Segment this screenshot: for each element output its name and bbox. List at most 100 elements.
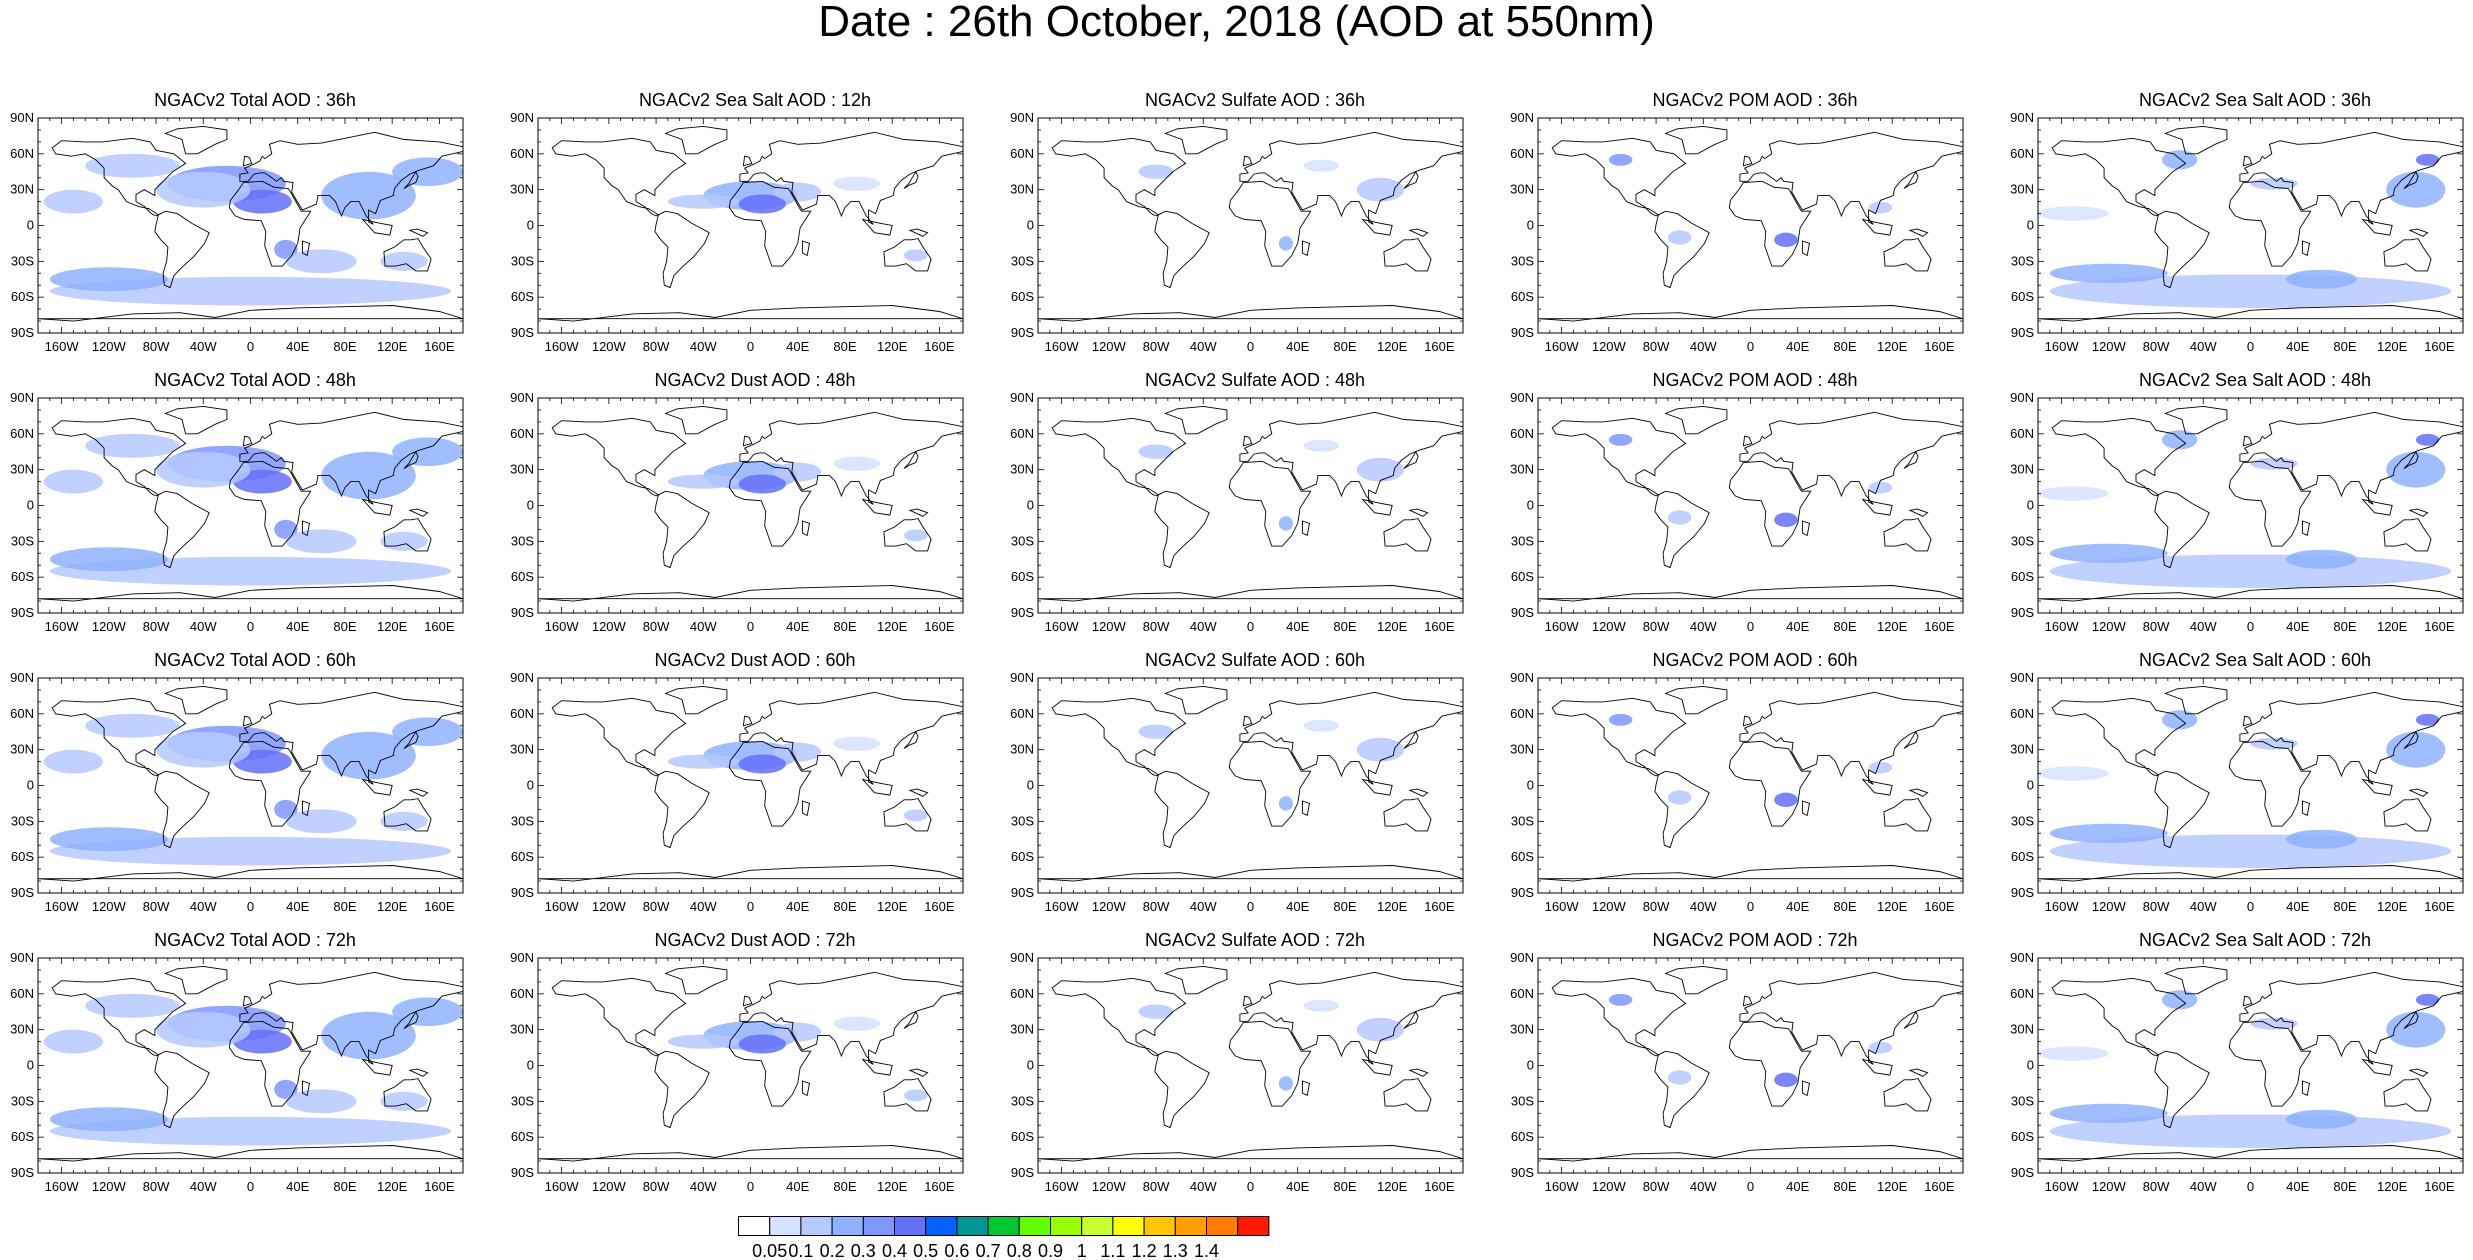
lon-tick-label: 160E xyxy=(1924,339,1955,354)
panel-title: NGACv2 Sulfate AOD : 72h xyxy=(1144,930,1366,950)
coastline xyxy=(728,740,812,827)
lat-tick-label: 30N xyxy=(1010,1022,1034,1037)
coastline xyxy=(2408,228,2429,237)
coastline xyxy=(1242,995,1253,1007)
lon-tick-label: 40W xyxy=(1690,619,1717,634)
lon-tick-label: 0 xyxy=(1747,899,1754,914)
coastline xyxy=(383,238,432,272)
coastline xyxy=(1903,170,1919,189)
coastline xyxy=(1538,865,1963,882)
aod-plume xyxy=(1774,1072,1798,1087)
coastline xyxy=(903,450,919,469)
aod-plume xyxy=(1278,1076,1293,1091)
aod-plume xyxy=(2285,1109,2357,1129)
panel-title: NGACv2 Sulfate AOD : 48h xyxy=(1144,370,1366,390)
coastline xyxy=(2403,170,2419,189)
lon-tick-label: 80E xyxy=(833,1179,856,1194)
lat-tick-label: 60S xyxy=(11,849,34,864)
coastline xyxy=(1301,800,1311,817)
coastline xyxy=(1739,411,1963,505)
lon-tick-label: 160W xyxy=(45,619,80,634)
lat-tick-label: 30N xyxy=(510,742,534,757)
lat-tick-label: 60S xyxy=(1511,289,1534,304)
coastline xyxy=(2228,180,2312,267)
lat-tick-label: 30S xyxy=(1011,253,1034,268)
lon-tick-label: 80E xyxy=(1833,899,1856,914)
lat-tick-label: 30S xyxy=(1511,253,1534,268)
coastline xyxy=(1664,685,1728,715)
lat-tick-label: 30N xyxy=(1010,462,1034,477)
aod-plume xyxy=(2250,177,2298,190)
coastline xyxy=(1383,518,1432,552)
coastline xyxy=(1861,218,1893,236)
lon-tick-label: 160E xyxy=(424,899,455,914)
aod-plume xyxy=(1303,159,1340,172)
lat-tick-label: 90N xyxy=(10,670,34,685)
map-panel: NGACv2 Sea Salt AOD : 72h 90N 60N 30N 0 30S 60… xyxy=(2000,930,2473,1194)
map-background xyxy=(1038,678,1463,893)
coastline xyxy=(51,977,187,1057)
lat-tick-label: 30S xyxy=(511,253,534,268)
lon-tick-label: 120W xyxy=(92,1179,127,1194)
aod-plume xyxy=(380,531,428,551)
lon-tick-label: 40E xyxy=(1286,619,1309,634)
coastline xyxy=(728,1020,812,1107)
lat-tick-label: 0 xyxy=(527,498,534,513)
aod-plume xyxy=(285,809,357,834)
colorbar-label: 0.8 xyxy=(1007,1241,1032,1260)
aod-plume xyxy=(392,717,463,747)
lat-tick-label: 90N xyxy=(10,390,34,405)
lon-tick-label: 120E xyxy=(1377,899,1408,914)
panel-title: NGACv2 Sulfate AOD : 60h xyxy=(1144,650,1366,670)
coastline xyxy=(1154,490,1210,569)
lon-tick-label: 160W xyxy=(1045,899,1080,914)
lon-tick-label: 80E xyxy=(2333,899,2356,914)
coastline xyxy=(1164,965,1228,995)
lat-tick-label: 0 xyxy=(527,1058,534,1073)
coastline xyxy=(2408,788,2429,797)
coastline xyxy=(403,450,419,469)
lat-tick-label: 90S xyxy=(1511,1165,1534,1180)
coastline xyxy=(2383,518,2432,552)
lon-tick-label: 160W xyxy=(2045,1179,2080,1194)
lon-tick-label: 120W xyxy=(592,1179,627,1194)
lat-tick-label: 30N xyxy=(1510,742,1534,757)
aod-plume xyxy=(43,1029,103,1054)
coastline xyxy=(239,411,463,505)
lat-tick-label: 60S xyxy=(1011,849,1034,864)
coastline xyxy=(742,715,753,727)
coastline xyxy=(301,240,311,257)
aod-plume xyxy=(2161,150,2198,170)
world-map: 90N 60N 30N 0 30S 60S 90S 160W 120W 80W 40W 0 40E 80E… xyxy=(2010,110,2464,354)
lon-tick-label: 40E xyxy=(286,1179,309,1194)
lon-tick-label: 120E xyxy=(877,1179,908,1194)
lat-tick-label: 60S xyxy=(511,289,534,304)
lat-tick-label: 0 xyxy=(27,218,34,233)
coastline xyxy=(164,685,228,715)
lon-tick-label: 40E xyxy=(786,1179,809,1194)
lon-tick-label: 160E xyxy=(924,339,955,354)
lon-tick-label: 160W xyxy=(2045,339,2080,354)
panel-title: NGACv2 Sea Salt AOD : 60h xyxy=(2138,650,2372,670)
map-panel: NGACv2 Sulfate AOD : 48h 90N 60N 30N 0 30S 60S… xyxy=(1000,370,1480,634)
coastline xyxy=(1861,778,1893,796)
lat-tick-label: 60S xyxy=(1011,1129,1034,1144)
coastline xyxy=(1408,788,1429,797)
lat-tick-label: 60N xyxy=(2010,146,2034,161)
coastline xyxy=(2403,1010,2419,1029)
coastline xyxy=(551,137,687,217)
lon-tick-label: 120E xyxy=(877,619,908,634)
lat-tick-label: 60N xyxy=(1510,986,1534,1001)
coastline xyxy=(1051,977,1187,1057)
lon-tick-label: 80E xyxy=(1833,339,1856,354)
panel-title: NGACv2 Sea Salt AOD : 48h xyxy=(2138,370,2372,390)
aod-plume xyxy=(392,437,463,467)
lon-tick-label: 120W xyxy=(592,899,627,914)
lon-tick-label: 160E xyxy=(1924,619,1955,634)
lon-tick-label: 40W xyxy=(1190,339,1217,354)
lon-tick-label: 80W xyxy=(2143,899,2170,914)
coastline xyxy=(903,1010,919,1029)
lat-tick-label: 60S xyxy=(2011,569,2034,584)
coastline xyxy=(1038,585,1463,602)
coastline xyxy=(383,798,432,832)
